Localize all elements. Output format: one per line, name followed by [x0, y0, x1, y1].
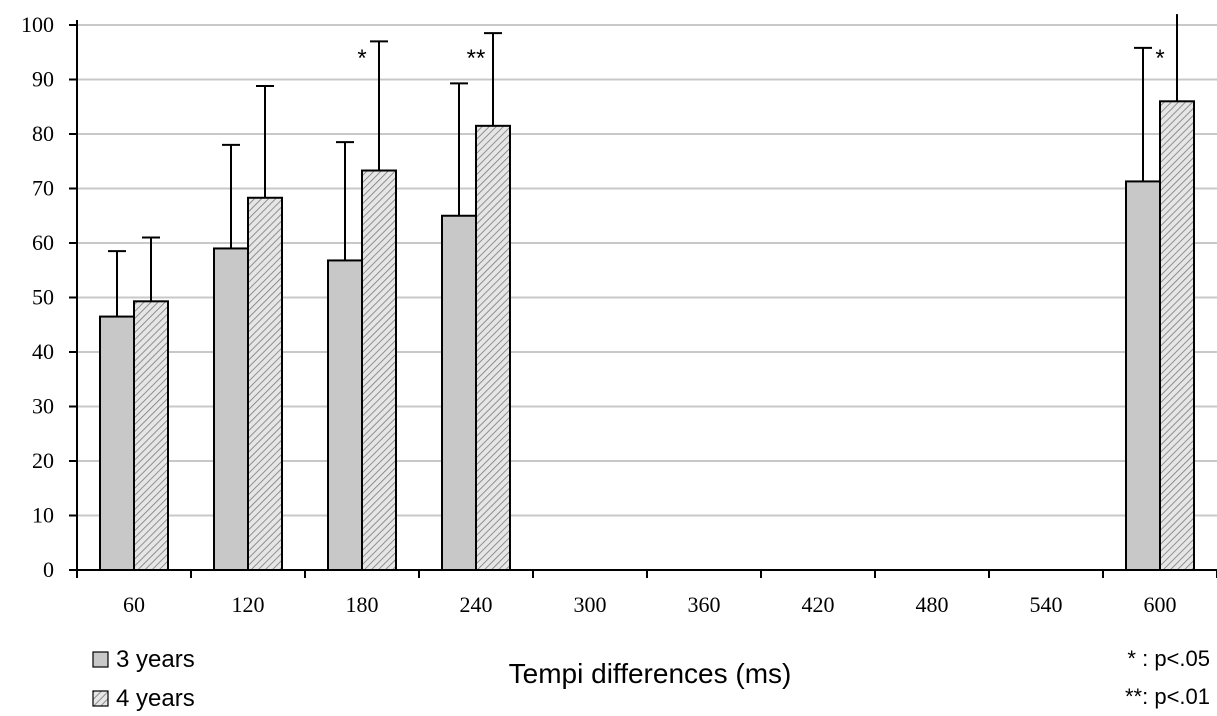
- y-tick-labels: 0 10 20 30 40 50 60 70 80 90 100: [21, 12, 54, 582]
- x-tick-label-60: 60: [123, 592, 145, 617]
- legend-item-3-years: 3 years: [92, 646, 195, 673]
- bar-3-years-120: [213, 247, 249, 571]
- significance-note-p01: **: p<.01: [1125, 684, 1210, 709]
- bar-4-years-600: [1159, 100, 1195, 572]
- x-tick-label-540: 540: [1030, 592, 1063, 617]
- x-tick-label-240: 240: [460, 592, 493, 617]
- bar-3-years-180: [327, 259, 363, 571]
- legend-item-4-years: 4 years: [92, 685, 195, 712]
- error-bar-4-years-60: [142, 236, 160, 302]
- bar-3-years-60: [99, 315, 135, 572]
- x-tick-label-300: 300: [574, 592, 607, 617]
- y-tick-label-10: 10: [32, 503, 54, 528]
- error-bars: [108, 14, 1178, 317]
- axes: [69, 20, 1217, 578]
- significance-marker-240: **: [467, 45, 486, 72]
- y-tick-label-80: 80: [32, 121, 54, 146]
- error-bar-3-years-240: [450, 82, 468, 216]
- bar-3-years-240: [441, 214, 477, 571]
- y-tick-label-60: 60: [32, 230, 54, 255]
- legend-label-4-years: 4 years: [116, 685, 195, 712]
- bar-4-years-240: [475, 124, 511, 571]
- y-tick-label-70: 70: [32, 176, 54, 201]
- bar-3-years-600: [1125, 180, 1161, 571]
- significance-marker-180: *: [357, 45, 366, 72]
- y-tick-label-30: 30: [32, 394, 54, 419]
- x-tick-label-360: 360: [688, 592, 721, 617]
- y-tick-label-40: 40: [32, 339, 54, 364]
- bar-4-years-120: [247, 196, 283, 571]
- x-tick-label-600: 600: [1144, 592, 1177, 617]
- legend-swatch-3-years: [92, 651, 109, 668]
- y-tick-label-50: 50: [32, 285, 54, 310]
- bar-4-years-60: [133, 300, 169, 571]
- x-tick-label-420: 420: [802, 592, 835, 617]
- y-tick-label-100: 100: [21, 12, 54, 37]
- y-tick-label-90: 90: [32, 67, 54, 92]
- legend-swatch-4-years: [92, 690, 109, 707]
- error-bar-4-years-180: [370, 40, 388, 171]
- legend: 3 years 4 years: [92, 646, 195, 712]
- error-bar-4-years-240: [484, 32, 502, 126]
- x-tick-labels: 60 120 180 240 300 360 420 480 540 600: [123, 592, 1177, 617]
- error-bar-3-years-180: [336, 141, 354, 261]
- error-bar-3-years-120: [222, 143, 240, 249]
- legend-label-3-years: 3 years: [116, 646, 195, 673]
- significance-markers: * ** *: [357, 45, 1164, 72]
- significance-note-p05: * : p<.05: [1127, 646, 1210, 671]
- error-bar-4-years-120: [256, 85, 274, 198]
- error-bar-3-years-60: [108, 250, 126, 317]
- significance-marker-600: *: [1155, 45, 1164, 72]
- x-tick-label-180: 180: [346, 592, 379, 617]
- y-tick-label-20: 20: [32, 448, 54, 473]
- x-tick-label-480: 480: [916, 592, 949, 617]
- bar-4-years-180: [361, 169, 397, 571]
- x-axis-label: Tempi differences (ms): [509, 658, 792, 689]
- y-tick-label-0: 0: [43, 557, 54, 582]
- x-tick-label-120: 120: [232, 592, 265, 617]
- error-bar-3-years-600: [1134, 46, 1152, 182]
